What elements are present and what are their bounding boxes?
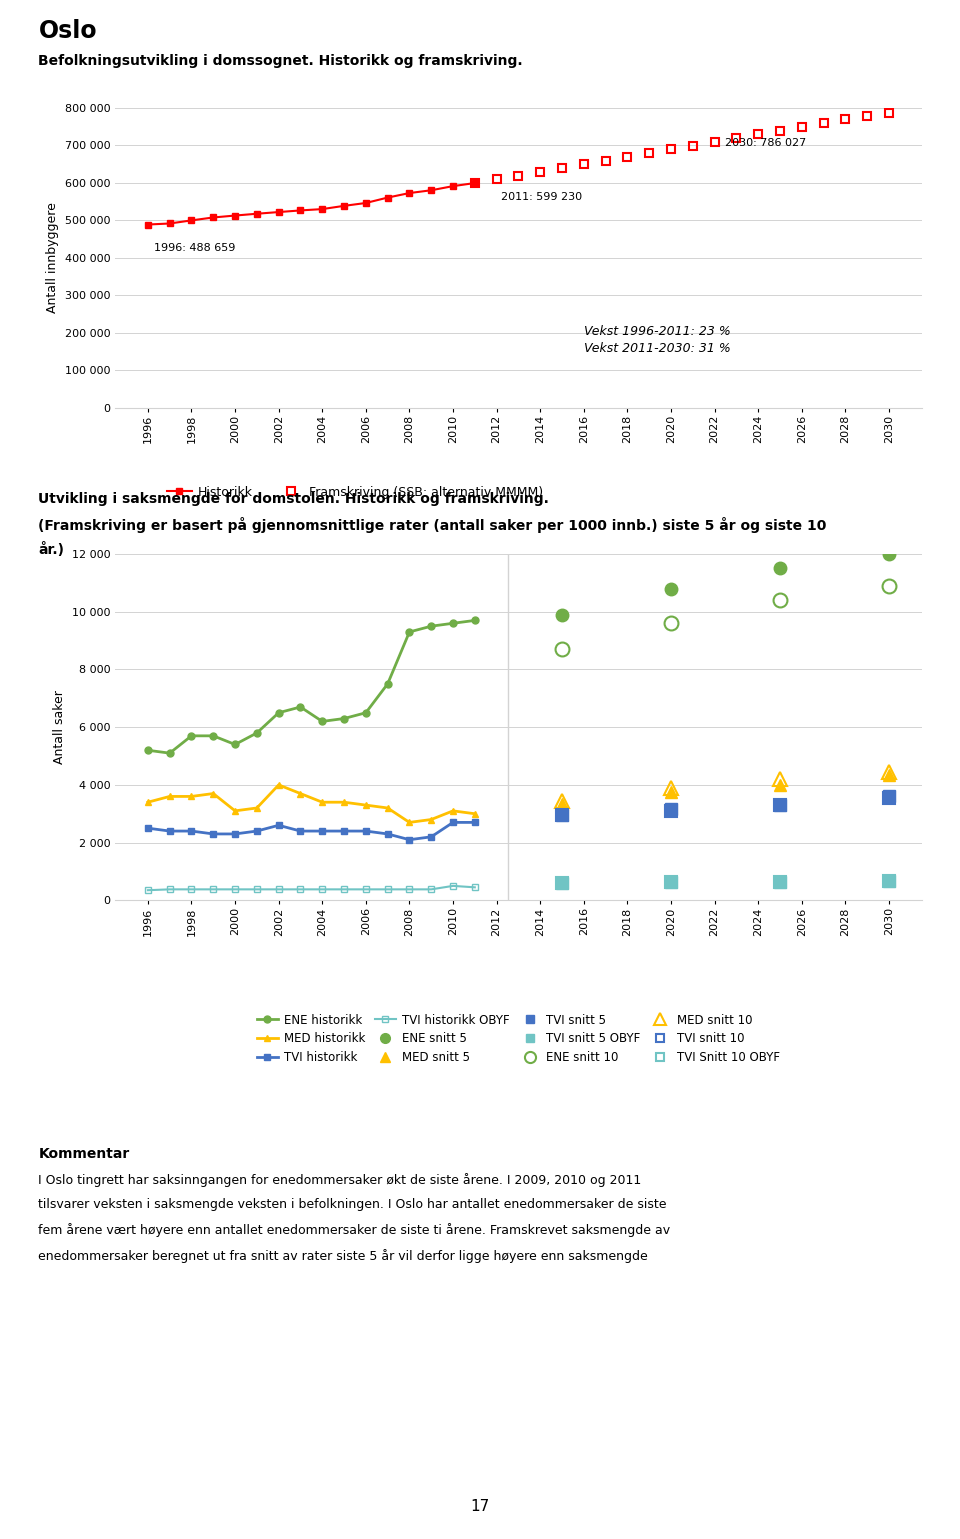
Text: Vekst 1996-2011: 23 %: Vekst 1996-2011: 23 % bbox=[584, 325, 731, 337]
Text: tilsvarer veksten i saksmengde veksten i befolkningen. I Oslo har antallet enedo: tilsvarer veksten i saksmengde veksten i… bbox=[38, 1197, 667, 1211]
Text: (Framskriving er basert på gjennomsnittlige rater (antall saker per 1000 innb.) : (Framskriving er basert på gjennomsnittl… bbox=[38, 517, 827, 532]
Text: 1996: 488 659: 1996: 488 659 bbox=[155, 243, 236, 252]
Text: I Oslo tingrett har saksinngangen for enedommersaker økt de siste årene. I 2009,: I Oslo tingrett har saksinngangen for en… bbox=[38, 1173, 641, 1187]
Text: enedommersaker beregnet ut fra snitt av rater siste 5 år vil derfor ligge høyere: enedommersaker beregnet ut fra snitt av … bbox=[38, 1250, 648, 1264]
Text: fem årene vært høyere enn antallet enedommersaker de siste ti årene. Framskrevet: fem årene vært høyere enn antallet enedo… bbox=[38, 1224, 670, 1237]
Text: år.): år.) bbox=[38, 542, 64, 557]
Text: Kommentar: Kommentar bbox=[38, 1147, 130, 1160]
Y-axis label: Antall innbyggere: Antall innbyggere bbox=[46, 202, 60, 314]
Legend: ENE historikk, MED historikk, TVI historikk, TVI historikk OBYF, ENE snitt 5, ME: ENE historikk, MED historikk, TVI histor… bbox=[257, 1014, 780, 1065]
Text: Utvikling i saksmengde for domstolen. Historikk og framskriving.: Utvikling i saksmengde for domstolen. Hi… bbox=[38, 492, 549, 506]
Text: Vekst 2011-2030: 31 %: Vekst 2011-2030: 31 % bbox=[584, 342, 731, 356]
Legend: Historikk, Framskriving (SSB: alternativ MMMM): Historikk, Framskriving (SSB: alternativ… bbox=[162, 480, 548, 503]
Text: 2011: 599 230: 2011: 599 230 bbox=[501, 192, 582, 203]
Text: 2030: 786 027: 2030: 786 027 bbox=[726, 139, 806, 148]
Y-axis label: Antall saker: Antall saker bbox=[53, 689, 66, 765]
Text: Befolkningsutvikling i domssognet. Historikk og framskriving.: Befolkningsutvikling i domssognet. Histo… bbox=[38, 54, 523, 68]
Text: Oslo: Oslo bbox=[38, 20, 97, 43]
Text: 17: 17 bbox=[470, 1499, 490, 1514]
